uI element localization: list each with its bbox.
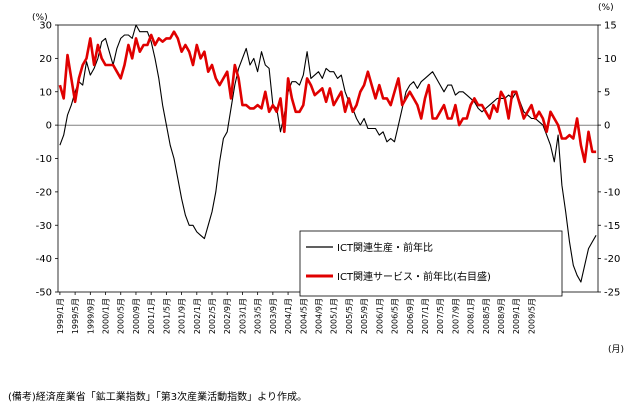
legend: ICT関連生産・前年比 ICT関連サービス・前年比(右目盛) bbox=[299, 230, 563, 297]
right-tick-label: -15 bbox=[604, 221, 620, 232]
legend-label-production: ICT関連生産・前年比 bbox=[337, 241, 433, 254]
x-tick-label: 2001/9月 bbox=[178, 298, 187, 334]
x-tick-label: 2002/9月 bbox=[223, 298, 232, 334]
left-tick-label: 10 bbox=[39, 87, 52, 98]
right-tick-label: 0 bbox=[604, 121, 610, 132]
x-tick-label: 2005/9月 bbox=[360, 298, 369, 334]
x-tick-label: 2006/1月 bbox=[375, 298, 384, 334]
left-tick-label: -30 bbox=[36, 221, 52, 232]
x-tick-label: 2000/5月 bbox=[117, 298, 126, 334]
left-tick-label: -10 bbox=[36, 154, 52, 165]
right-tick-label: 15 bbox=[604, 21, 617, 32]
x-tick-label: 2007/5月 bbox=[436, 298, 445, 334]
x-tick-label: 2007/9月 bbox=[451, 298, 460, 334]
left-tick-label: 0 bbox=[46, 121, 52, 132]
right-axis-unit: (%) bbox=[598, 3, 614, 13]
x-tick-label: 2008/5月 bbox=[482, 298, 491, 334]
left-tick-label: -50 bbox=[36, 288, 52, 299]
x-tick-label: 2000/9月 bbox=[132, 298, 141, 334]
left-tick-label: 30 bbox=[39, 21, 52, 32]
right-tick-label: -25 bbox=[604, 288, 620, 299]
right-tick-label: 5 bbox=[604, 87, 610, 98]
x-tick-label: 2004/1月 bbox=[284, 298, 293, 334]
left-tick-label: 20 bbox=[39, 54, 52, 65]
x-tick-label: 2001/5月 bbox=[162, 298, 171, 334]
x-tick-label: 2007/1月 bbox=[421, 298, 430, 334]
x-tick-label: 2001/1月 bbox=[147, 298, 156, 334]
legend-box bbox=[299, 230, 563, 297]
x-tick-label: 2009/5月 bbox=[527, 298, 536, 334]
series-lines bbox=[58, 24, 597, 283]
x-tick-label: 2008/9月 bbox=[497, 298, 506, 334]
x-tick-label: 2009/1月 bbox=[512, 298, 521, 334]
left-axis: -50 -40 -30 -20 -10 0 10 20 30 bbox=[36, 21, 58, 299]
x-tick-label: 2005/1月 bbox=[330, 298, 339, 334]
x-tick-label: 1999/9月 bbox=[86, 298, 95, 334]
x-tick-label: 1999/1月 bbox=[56, 298, 65, 334]
x-tick-label: 2005/5月 bbox=[345, 298, 354, 334]
x-tick-label: 1999/5月 bbox=[71, 298, 80, 334]
left-tick-label: -20 bbox=[36, 187, 52, 198]
x-tick-label: 2000/1月 bbox=[102, 298, 111, 334]
x-tick-label: 2003/1月 bbox=[238, 298, 247, 334]
right-tick-label: 10 bbox=[604, 54, 617, 65]
left-tick-label: -40 bbox=[36, 254, 52, 265]
right-tick-label: -20 bbox=[604, 254, 620, 265]
x-tick-label: 2004/5月 bbox=[299, 298, 308, 334]
x-axis: 1999/1月 1999/5月 1999/9月 2000/1月 2000/5月 2000/… bbox=[56, 292, 536, 334]
x-tick-label: 2006/9月 bbox=[406, 298, 415, 334]
x-tick-label: 2002/5月 bbox=[208, 298, 217, 334]
legend-label-services: ICT関連サービス・前年比(右目盛) bbox=[337, 270, 491, 283]
right-tick-label: -5 bbox=[604, 154, 614, 165]
series-line-services bbox=[58, 30, 597, 164]
x-axis-unit: (月) bbox=[608, 344, 624, 355]
x-tick-label: 2002/1月 bbox=[193, 298, 202, 334]
left-axis-unit: (%) bbox=[32, 13, 48, 23]
x-tick-label: 2006/5月 bbox=[391, 298, 400, 334]
x-tick-label: 2004/9月 bbox=[314, 298, 323, 334]
x-tick-label: 2003/5月 bbox=[254, 298, 263, 334]
x-tick-label: 2003/9月 bbox=[269, 298, 278, 334]
right-tick-label: -10 bbox=[604, 187, 620, 198]
right-axis: -25 -20 -15 -10 -5 0 5 10 15 bbox=[598, 21, 620, 299]
source-note: (備考)経済産業省「鉱工業指数」「第3次産業活動指数」より作成。 bbox=[8, 392, 307, 403]
x-tick-label: 2008/1月 bbox=[467, 298, 476, 334]
